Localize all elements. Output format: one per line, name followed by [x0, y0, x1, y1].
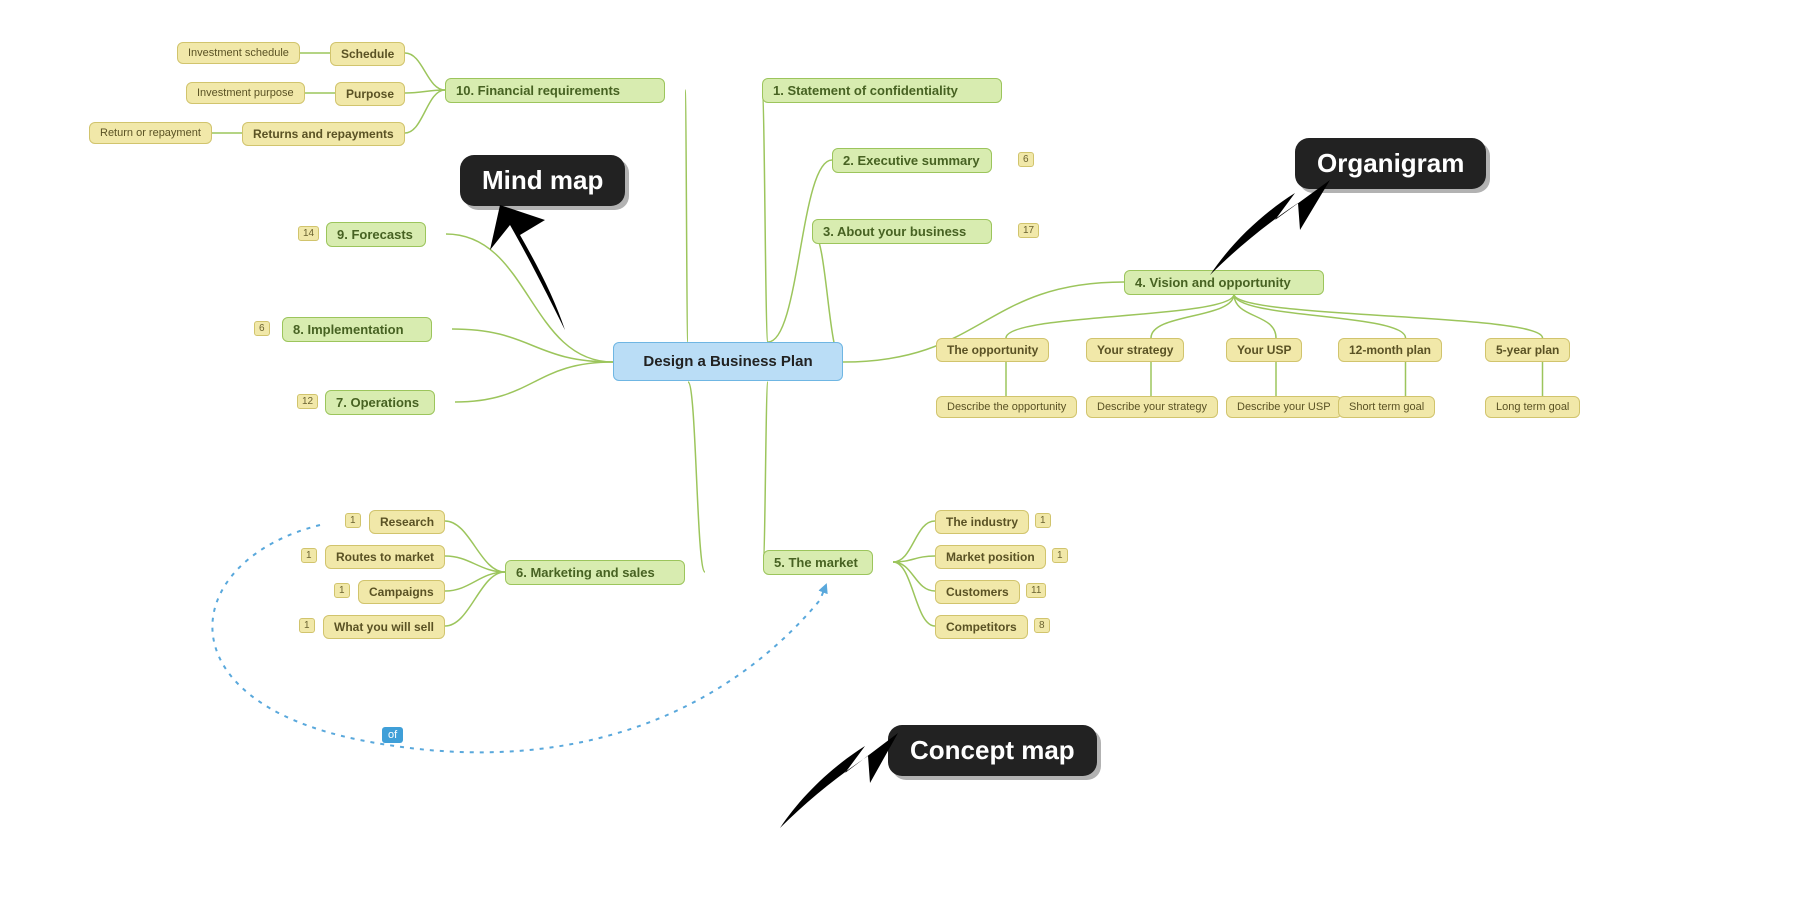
branch-b2[interactable]: 2. Executive summary [832, 148, 992, 173]
b5-child-0[interactable]: The industry [935, 510, 1029, 534]
b6-child-2[interactable]: Campaigns [358, 580, 445, 604]
b10-child-1[interactable]: Purpose [335, 82, 405, 106]
b4-desc-1: Describe your strategy [1086, 396, 1218, 418]
b6-badge-0: 1 [345, 513, 361, 528]
b5-badge-1: 1 [1052, 548, 1068, 563]
center-node[interactable]: Design a Business Plan [613, 342, 843, 381]
branch-b9[interactable]: 9. Forecasts [326, 222, 426, 247]
b4-desc-2: Describe your USP [1226, 396, 1342, 418]
b10-sub-0: Investment schedule [177, 42, 300, 64]
b5-badge-3: 8 [1034, 618, 1050, 633]
b4-child-1[interactable]: Your strategy [1086, 338, 1184, 362]
b6-badge-2: 1 [334, 583, 350, 598]
b4-child-0[interactable]: The opportunity [936, 338, 1049, 362]
badge-b9: 14 [298, 226, 319, 241]
b6-child-0[interactable]: Research [369, 510, 445, 534]
arrow-organigram [1200, 175, 1340, 275]
b5-badge-2: 11 [1026, 583, 1046, 598]
b5-child-3[interactable]: Competitors [935, 615, 1028, 639]
b10-sub-1: Investment purpose [186, 82, 305, 104]
branch-b8[interactable]: 8. Implementation [282, 317, 432, 342]
branch-b1[interactable]: 1. Statement of confidentiality [762, 78, 1002, 103]
b4-desc-4: Long term goal [1485, 396, 1580, 418]
b4-child-4[interactable]: 5-year plan [1485, 338, 1570, 362]
b5-child-1[interactable]: Market position [935, 545, 1046, 569]
badge-b7: 12 [297, 394, 318, 409]
b5-badge-0: 1 [1035, 513, 1051, 528]
branch-b5[interactable]: 5. The market [763, 550, 873, 575]
badge-b2: 6 [1018, 152, 1034, 167]
badge-b8: 6 [254, 321, 270, 336]
branch-b3[interactable]: 3. About your business [812, 219, 992, 244]
arrow-mindmap [470, 200, 590, 330]
b6-child-3[interactable]: What you will sell [323, 615, 445, 639]
b6-child-1[interactable]: Routes to market [325, 545, 445, 569]
b4-desc-3: Short term goal [1338, 396, 1435, 418]
b10-child-2[interactable]: Returns and repayments [242, 122, 405, 146]
b5-child-2[interactable]: Customers [935, 580, 1020, 604]
b4-child-2[interactable]: Your USP [1226, 338, 1302, 362]
badge-b3: 17 [1018, 223, 1039, 238]
annotation-conceptmap: Concept map [888, 725, 1097, 776]
b10-child-0[interactable]: Schedule [330, 42, 405, 66]
branch-b6[interactable]: 6. Marketing and sales [505, 560, 685, 585]
relation-label: of [382, 727, 403, 743]
b4-child-3[interactable]: 12-month plan [1338, 338, 1442, 362]
b4-desc-0: Describe the opportunity [936, 396, 1077, 418]
b6-badge-3: 1 [299, 618, 315, 633]
b6-badge-1: 1 [301, 548, 317, 563]
branch-b7[interactable]: 7. Operations [325, 390, 435, 415]
b10-sub-2: Return or repayment [89, 122, 212, 144]
branch-b10[interactable]: 10. Financial requirements [445, 78, 665, 103]
annotation-mindmap: Mind map [460, 155, 625, 206]
arrow-conceptmap [770, 728, 900, 828]
